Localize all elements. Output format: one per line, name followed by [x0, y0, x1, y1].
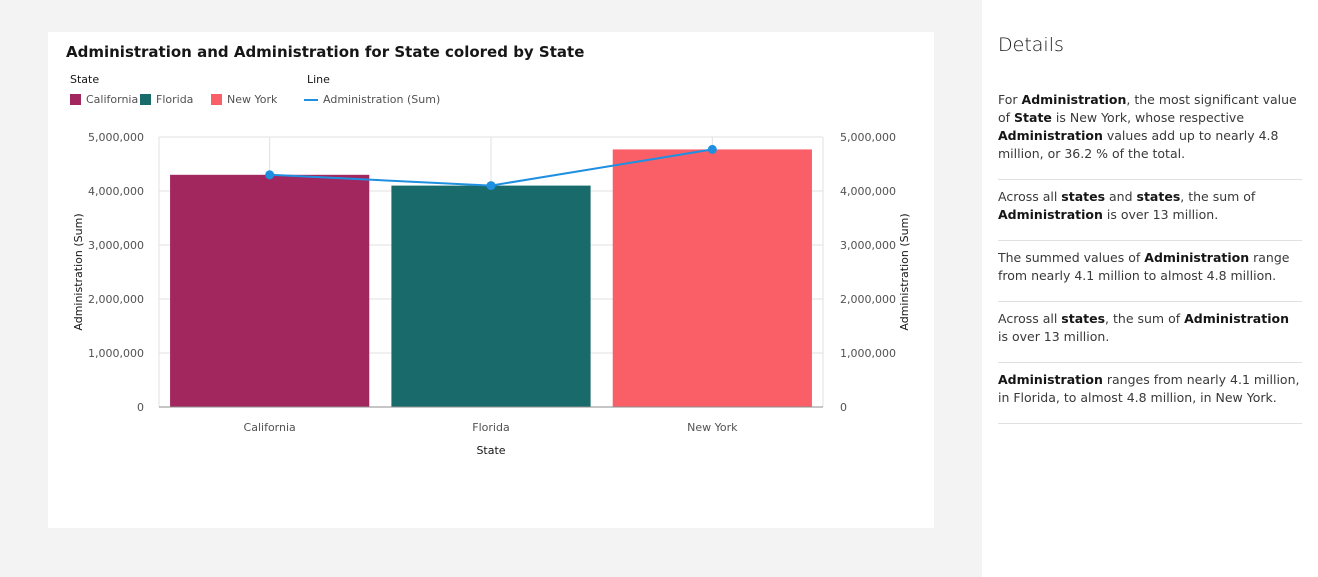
insight-text: , the most significant value of	[998, 92, 1297, 125]
insight-text: is New York, whose respective	[1051, 110, 1245, 125]
legend-swatch-california	[70, 94, 81, 105]
y-tick-label: 2,000,000	[88, 293, 144, 306]
legend-label-line: Administration (Sum)	[323, 93, 441, 106]
line-point-florida	[486, 181, 496, 191]
chart-title: Administration and Administration for St…	[66, 43, 585, 61]
y2-tick-label: 4,000,000	[840, 185, 896, 198]
legend-item-new-york[interactable]: New York	[211, 93, 277, 106]
insight-text: is over 13 million.	[1102, 207, 1219, 222]
insight-keyword: Administration	[1184, 311, 1289, 326]
details-title: Details	[998, 34, 1064, 56]
y2-tick-label: 5,000,000	[840, 131, 896, 144]
insight-text: , the sum of	[1180, 189, 1256, 204]
insight-keyword: Administration	[1144, 250, 1250, 265]
insight-text: For	[998, 92, 1022, 107]
bar-california	[170, 174, 370, 407]
insight-keyword: Administration	[998, 372, 1103, 387]
line-point-california	[265, 170, 275, 180]
bar-florida	[391, 185, 591, 407]
insight-item: Across all states and states, the sum of…	[998, 180, 1302, 241]
y-axis-title: Administration (Sum)	[72, 213, 85, 330]
legend-item-california[interactable]: California	[70, 93, 138, 106]
insight-text: and	[1105, 189, 1137, 204]
insight-keyword: Administration	[1021, 92, 1127, 107]
insight-text: ranges from nearly 4.1 million, in Flori…	[998, 372, 1300, 405]
insight-text: Across all	[998, 311, 1062, 326]
insight-item: The summed values of Administration rang…	[998, 241, 1302, 302]
insight-text: Across all	[998, 189, 1062, 204]
legend-item-florida[interactable]: Florida	[140, 93, 193, 106]
x-axis-title: State	[476, 444, 505, 457]
y-tick-label: 5,000,000	[88, 131, 144, 144]
y-tick-label: 1,000,000	[88, 347, 144, 360]
legend-swatch-new-york	[211, 94, 222, 105]
x-tick-label: Florida	[472, 421, 509, 434]
legend-label-new-york: New York	[227, 93, 278, 106]
insight-keyword: states	[1061, 311, 1106, 326]
legend-label-california: California	[86, 93, 139, 106]
legend-label-florida: Florida	[156, 93, 194, 106]
insight-text: range from nearly 4.1 million to almost …	[998, 250, 1290, 283]
insight-item: For Administration, the most significant…	[998, 83, 1302, 180]
insight-item: Across all states, the sum of Administra…	[998, 302, 1302, 363]
insight-text: , the sum of	[1105, 311, 1185, 326]
y2-tick-label: 2,000,000	[840, 293, 896, 306]
legend-heading-line: Line	[307, 73, 330, 86]
y-tick-label: 0	[137, 401, 144, 414]
legend-heading-state: State	[70, 73, 100, 86]
insight-keyword: State	[1014, 110, 1052, 125]
details-panel: Details For Administration, the most sig…	[982, 0, 1318, 577]
insights-list: For Administration, the most significant…	[998, 83, 1302, 424]
y-tick-label: 4,000,000	[88, 185, 144, 198]
insight-keyword: states	[1061, 189, 1106, 204]
x-tick-label: California	[244, 421, 296, 434]
legend-swatch-florida	[140, 94, 151, 105]
y2-tick-label: 0	[840, 401, 847, 414]
y2-tick-label: 3,000,000	[840, 239, 896, 252]
insight-keyword: Administration	[998, 207, 1103, 222]
legend-swatch-line	[304, 98, 318, 101]
insight-keyword: Administration	[998, 128, 1103, 143]
line-point-new-york	[707, 144, 717, 154]
bar-new-york	[612, 149, 812, 408]
insight-text: is over 13 million.	[998, 329, 1110, 344]
y-tick-label: 3,000,000	[88, 239, 144, 252]
insight-text: values add up to nearly 4.8 million, or …	[998, 128, 1279, 161]
insight-item: Administration ranges from nearly 4.1 mi…	[998, 363, 1302, 424]
legend-item-line[interactable]: Administration (Sum)	[304, 93, 440, 106]
y2-axis-title: Administration (Sum)	[898, 213, 911, 330]
chart-card: Administration and Administration for St…	[48, 32, 934, 528]
chart-plot: 0 0 1,000,000 1,000,000 2,000,000 2,000,000 3,…	[72, 131, 911, 457]
insight-keyword: states	[1136, 189, 1181, 204]
x-tick-label: New York	[687, 421, 738, 434]
insight-text: The summed values of	[998, 250, 1145, 265]
y2-tick-label: 1,000,000	[840, 347, 896, 360]
